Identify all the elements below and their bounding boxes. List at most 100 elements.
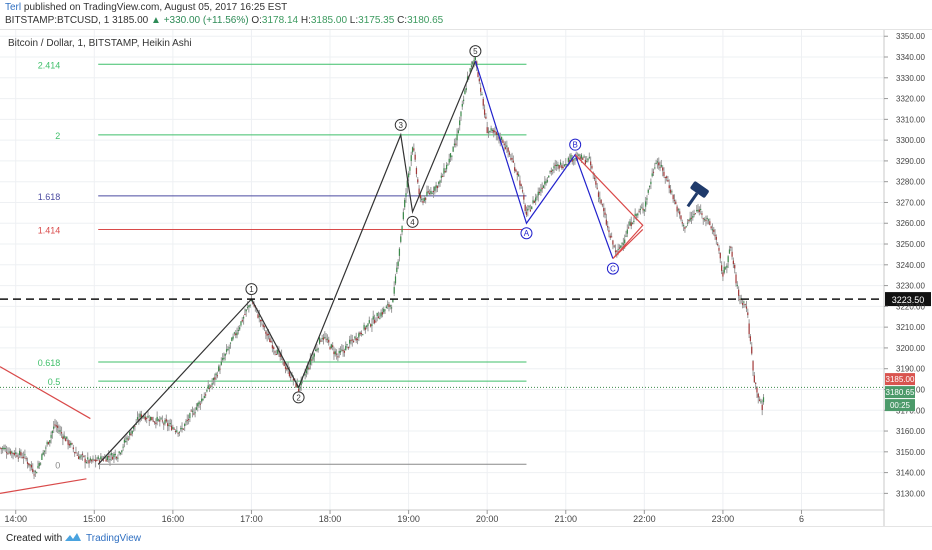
- candle-body: [485, 116, 487, 119]
- candle-body: [191, 410, 194, 412]
- candle-body: [309, 359, 311, 365]
- candle-body: [693, 214, 695, 216]
- candle-body: [214, 377, 216, 380]
- candle-body: [417, 179, 419, 183]
- candle-body: [153, 421, 156, 423]
- candle-body: [225, 349, 228, 352]
- candle-body: [711, 229, 714, 231]
- candle-body: [368, 320, 370, 323]
- candle-body: [692, 216, 694, 218]
- candle-body: [240, 321, 242, 326]
- price-chart[interactable]: 2.414 2 1.618 1.414 0.618 0.5 0 1 2 3 4 5 A B C 3223.…: [0, 30, 932, 526]
- candle-body: [284, 366, 287, 369]
- candle-body: [4, 448, 6, 450]
- candle-body: [552, 169, 554, 171]
- candle-body: [672, 194, 674, 200]
- candle-body: [758, 399, 761, 401]
- close-label: C:: [397, 15, 408, 26]
- wave-marker: [394, 118, 407, 131]
- candle-body: [580, 154, 583, 159]
- candle-body: [599, 197, 601, 199]
- candle-body: [177, 432, 179, 434]
- candle-body: [220, 361, 222, 365]
- candle-body: [707, 219, 710, 221]
- fib-label: 2.414: [38, 60, 61, 70]
- candle-body: [338, 350, 340, 354]
- open-label: O:: [251, 15, 262, 26]
- candle-body: [413, 148, 415, 151]
- candle-body: [9, 451, 12, 455]
- candle-body: [126, 437, 128, 440]
- candle-body: [43, 450, 46, 452]
- candle-body: [676, 206, 678, 212]
- candle-body: [140, 414, 143, 418]
- x-tick-label: 6: [799, 514, 804, 524]
- support-price-label: 3223.50: [892, 295, 925, 305]
- symbol-name: BITSTAMP:BTCUSD, 1: [5, 15, 110, 26]
- candle-body: [168, 424, 170, 427]
- candle-body: [415, 168, 418, 175]
- author-link[interactable]: Terl: [5, 2, 22, 13]
- candle-body: [722, 272, 724, 277]
- candle-body: [136, 417, 139, 420]
- candle-body: [519, 180, 521, 186]
- candle-body: [493, 129, 495, 133]
- candle-body: [346, 344, 348, 346]
- candle-body: [324, 337, 326, 339]
- candle-body: [219, 368, 221, 370]
- candle-body: [518, 174, 520, 176]
- wave-label: B: [573, 141, 578, 150]
- candle-body: [307, 366, 309, 370]
- red-trend-line: [0, 366, 91, 420]
- candle-body: [169, 423, 171, 425]
- price-axis[interactable]: 3130.003140.003150.003160.003170.003180.…: [884, 32, 925, 498]
- open-value: 3178.14: [261, 15, 299, 26]
- candle-body: [80, 455, 82, 457]
- price-badge-label: 3180.65: [886, 388, 915, 397]
- candle-body: [202, 398, 204, 400]
- candle-body: [612, 240, 614, 245]
- candle-body: [350, 340, 352, 342]
- candle-body: [334, 351, 336, 355]
- candle-body: [528, 206, 530, 208]
- candle-body: [55, 425, 57, 427]
- candle-body: [701, 213, 703, 215]
- candle-body: [275, 354, 277, 356]
- y-tick-label: 3150.00: [896, 448, 925, 457]
- candle-body: [563, 164, 566, 167]
- candle-body: [370, 324, 372, 327]
- candle-body: [81, 453, 84, 455]
- candle-body: [666, 176, 668, 178]
- candle-body: [709, 221, 711, 225]
- candle-body: [113, 453, 115, 458]
- candle-body: [723, 266, 725, 273]
- candle-body: [58, 430, 60, 432]
- candle-body: [425, 197, 427, 200]
- candle-body: [108, 456, 110, 458]
- candle-body: [642, 208, 644, 211]
- candle-body: [159, 419, 161, 422]
- candle-body: [270, 340, 272, 343]
- candle-body: [67, 440, 69, 445]
- candle-body: [702, 218, 704, 220]
- candle-body: [156, 416, 158, 422]
- candle-body: [292, 378, 294, 381]
- candle-body: [550, 170, 552, 172]
- red-trend-line: [0, 478, 87, 494]
- candle-body: [335, 353, 338, 355]
- candle-body: [751, 346, 753, 354]
- candle-body: [472, 61, 474, 65]
- tradingview-brand[interactable]: TradingView: [86, 533, 142, 544]
- candle-body: [694, 213, 697, 215]
- candle-body: [398, 248, 401, 256]
- candle-body: [656, 161, 659, 163]
- candle-body: [337, 356, 339, 358]
- time-axis[interactable]: 14:00 15:00 16:00 17:00 18:00 19:00 20:00 21:00…: [4, 510, 804, 524]
- candle-body: [658, 162, 660, 166]
- candle-body: [620, 245, 622, 248]
- candle-body: [193, 413, 195, 415]
- candle-body: [42, 452, 44, 455]
- candle-body: [373, 319, 376, 324]
- candle-body: [19, 450, 21, 455]
- candle-body: [714, 234, 716, 237]
